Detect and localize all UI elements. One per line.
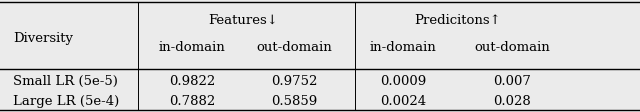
Text: in-domain: in-domain [370,41,436,54]
Text: Features↓: Features↓ [208,14,278,27]
Text: 0.0024: 0.0024 [380,94,426,107]
Text: out-domain: out-domain [257,41,332,54]
Text: 0.5859: 0.5859 [271,94,317,107]
Text: out-domain: out-domain [474,41,550,54]
Text: 0.0009: 0.0009 [380,74,426,87]
Text: 0.7882: 0.7882 [169,94,215,107]
Text: 0.9822: 0.9822 [169,74,215,87]
Text: 0.007: 0.007 [493,74,531,87]
Text: Predicitons↑: Predicitons↑ [414,14,501,27]
Text: 0.028: 0.028 [493,94,531,107]
Text: Diversity: Diversity [13,32,73,45]
Text: Small LR (5e-5): Small LR (5e-5) [13,74,118,87]
Text: Large LR (5e-4): Large LR (5e-4) [13,94,119,107]
Text: 0.9752: 0.9752 [271,74,317,87]
Text: in-domain: in-domain [159,41,225,54]
